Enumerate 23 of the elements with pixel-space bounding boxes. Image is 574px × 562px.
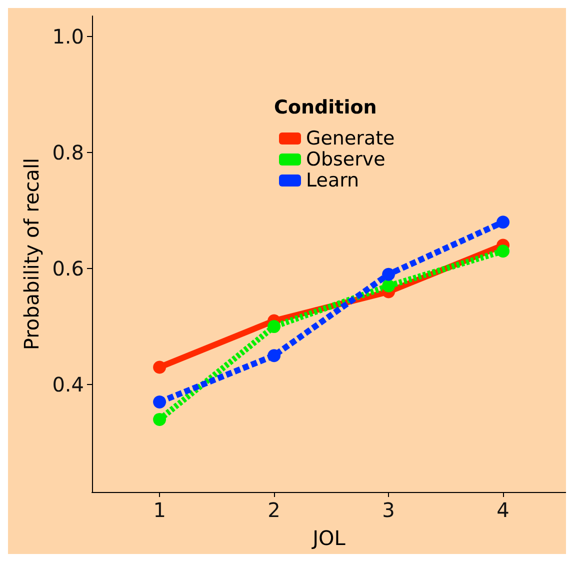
legend-label: Generate [306, 128, 395, 150]
y-axis-title: Probability of recall [19, 158, 44, 350]
x-axis-title: JOL [310, 526, 346, 550]
point [496, 244, 510, 258]
point [153, 360, 166, 374]
legend-label: Learn [306, 170, 360, 192]
x-tick-label: 3 [382, 498, 395, 522]
point [382, 268, 396, 281]
y-tick-label: 1.0 [52, 24, 84, 48]
y-tick-label: 0.8 [52, 140, 84, 164]
x-tick-label: 2 [268, 498, 280, 522]
point [153, 412, 166, 426]
y-tick-label: 0.6 [52, 256, 84, 281]
point [496, 216, 510, 229]
legend-label: Observe [306, 148, 386, 170]
point [382, 279, 396, 292]
x-tick-label: 1 [153, 498, 166, 522]
point [268, 349, 281, 362]
y-tick-label: 0.4 [52, 372, 84, 397]
point [153, 396, 166, 409]
point [268, 320, 281, 334]
legend-title: Condition [274, 96, 377, 118]
x-tick-label: 4 [496, 498, 510, 522]
